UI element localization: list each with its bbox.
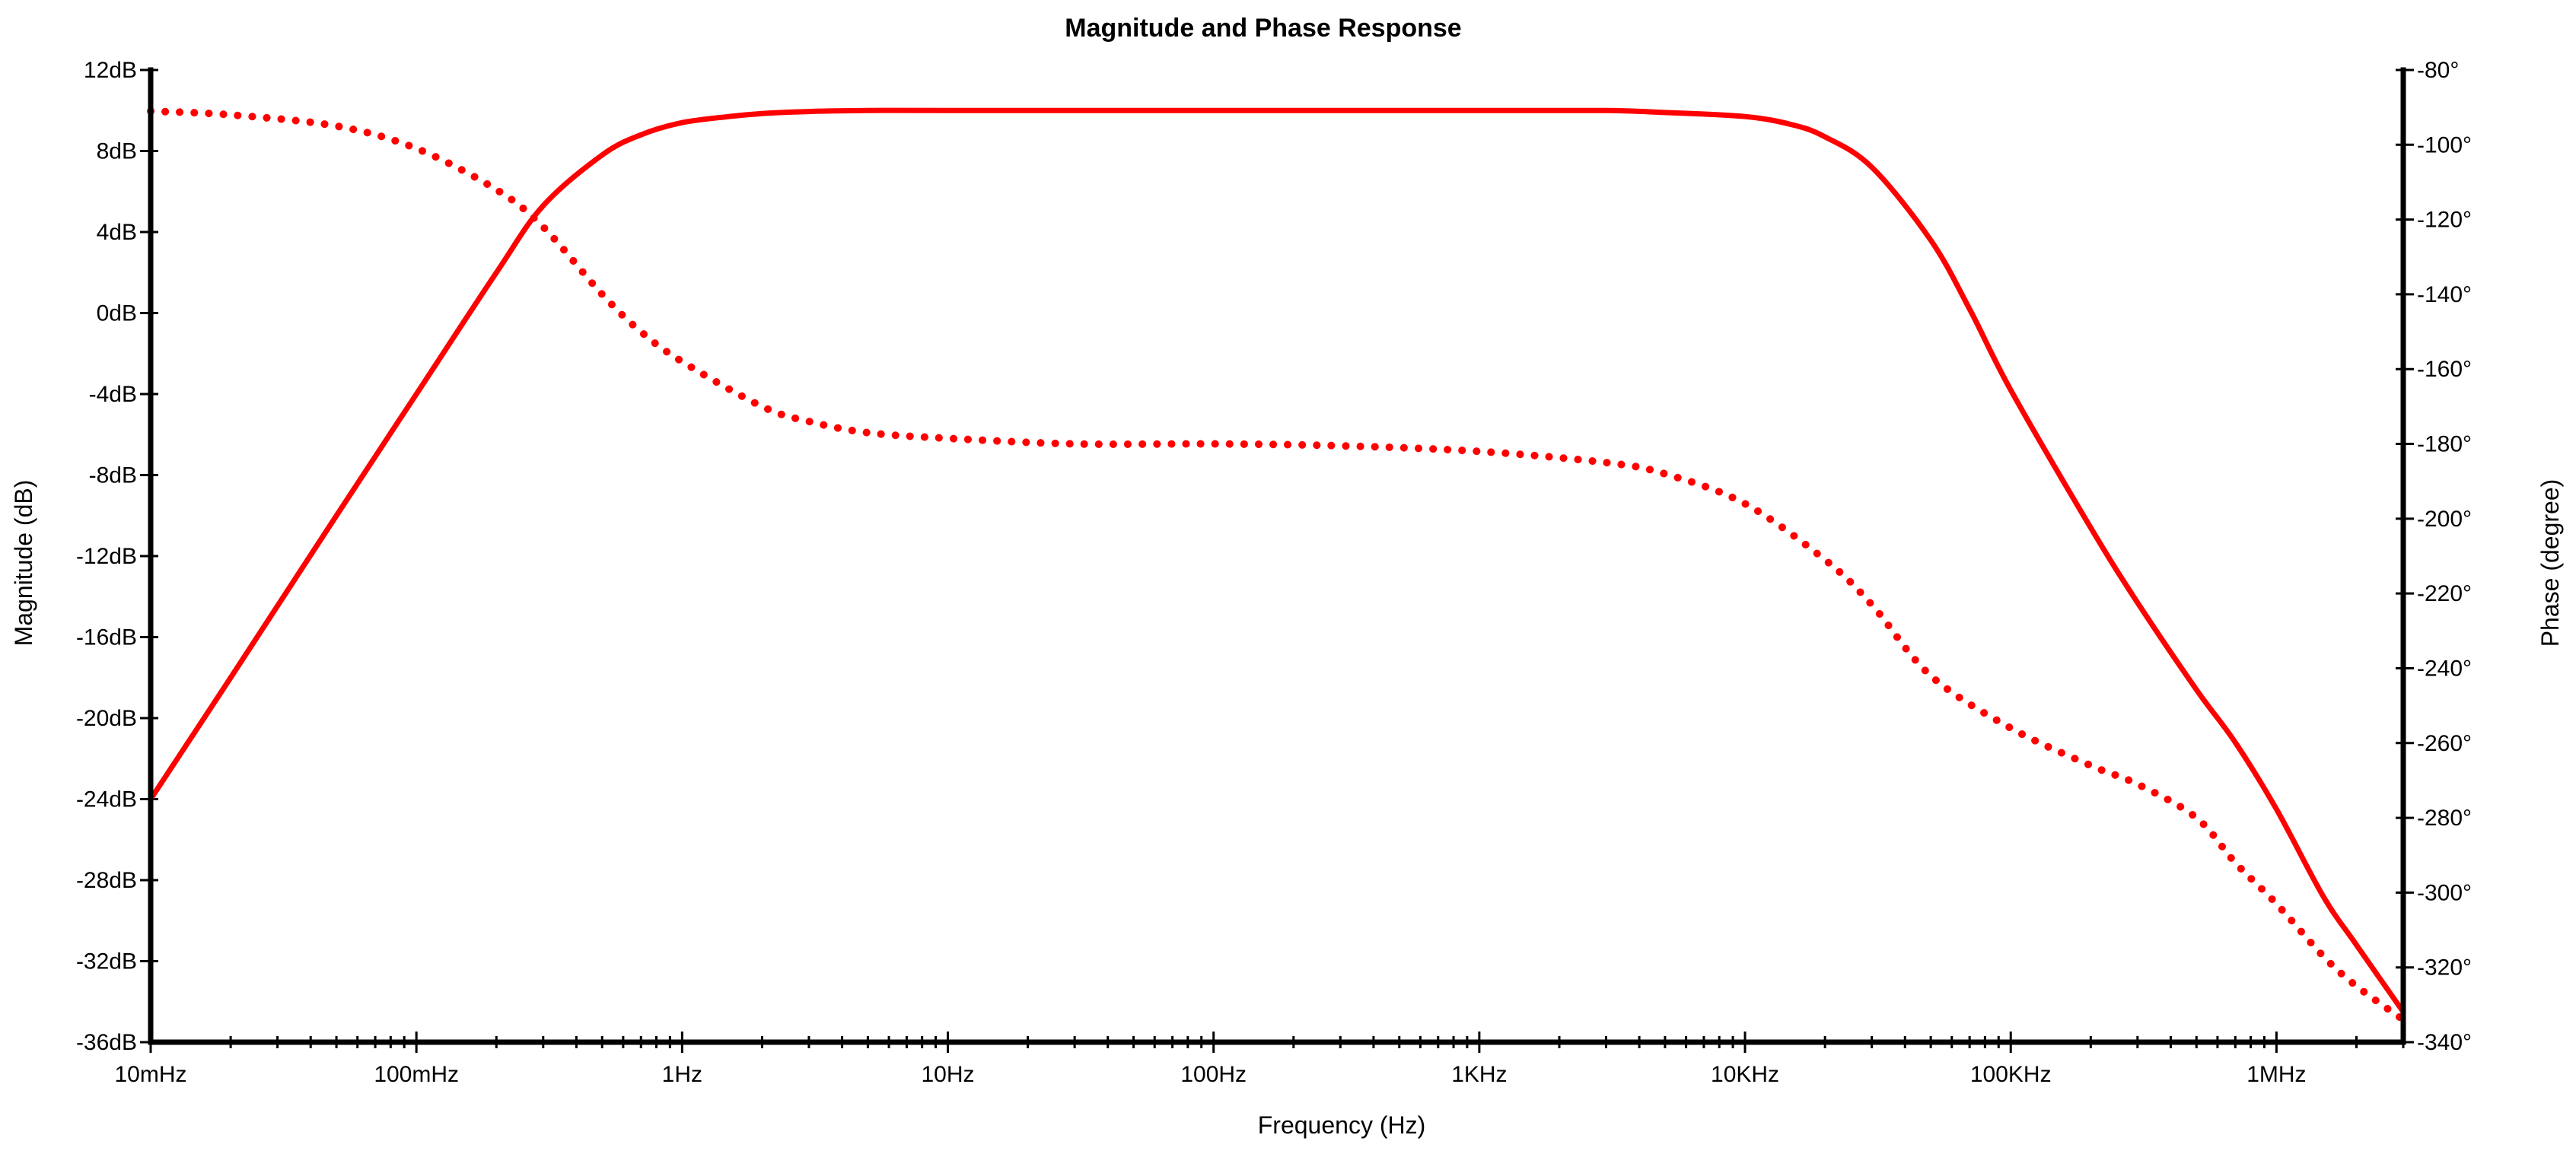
- x-tick-label: 1KHz: [1451, 1062, 1507, 1087]
- y-right-axis-title: Phase (degree): [2536, 479, 2564, 647]
- phase-series-line: [147, 107, 2407, 1024]
- x-tick-label: 1MHz: [2246, 1062, 2306, 1087]
- y-left-tick-label: -16dB: [76, 625, 137, 650]
- y-right-tick-label: -320°: [2417, 955, 2472, 981]
- y-right-tick-label: -100°: [2417, 132, 2472, 157]
- y-left-tick-label: 4dB: [97, 220, 137, 245]
- x-tick-label: 10Hz: [922, 1062, 975, 1087]
- y-right-tick-label: -180°: [2417, 432, 2472, 457]
- x-tick-label: 1Hz: [662, 1062, 702, 1087]
- y-left-tick-label: -24dB: [76, 787, 137, 812]
- y-left-tick-label: -28dB: [76, 868, 137, 893]
- y-right-tick-label: -220°: [2417, 581, 2472, 606]
- y-right-tick-label: -340°: [2417, 1030, 2472, 1055]
- x-axis-title: Frequency (Hz): [1258, 1111, 1426, 1139]
- x-tick-label: 100KHz: [1970, 1062, 2052, 1087]
- x-tick-label: 100mHz: [374, 1062, 459, 1087]
- axis-ticks: [140, 68, 2414, 1053]
- y-right-tick-label: -260°: [2417, 731, 2472, 756]
- y-left-tick-label: -32dB: [76, 949, 137, 974]
- y-left-tick-label: -12dB: [76, 544, 137, 569]
- y-left-tick-label: -8dB: [89, 463, 137, 488]
- y-right-tick-label: -240°: [2417, 656, 2472, 681]
- y-left-tick-label: 8dB: [97, 139, 137, 164]
- x-tick-label: 10KHz: [1711, 1062, 1779, 1087]
- y-right-tick-label: -300°: [2417, 880, 2472, 905]
- x-tick-label: 10mHz: [114, 1062, 186, 1087]
- y-right-tick-label: -140°: [2417, 282, 2472, 307]
- y-left-tick-label: 0dB: [97, 301, 137, 326]
- y-left-tick-label: -36dB: [76, 1030, 137, 1055]
- y-left-tick-labels: 12dB 8dB 4dB 0dB -4dB -8dB -12dB -16dB -20dB -24d…: [76, 58, 137, 1055]
- y-left-axis-title: Magnitude (dB): [10, 480, 37, 647]
- y-right-tick-label: -160°: [2417, 357, 2472, 382]
- chart-title: Magnitude and Phase Response: [1065, 14, 1461, 43]
- y-right-tick-label: -280°: [2417, 806, 2472, 831]
- y-left-tick-label: -20dB: [76, 706, 137, 731]
- y-right-tick-label: -80°: [2417, 58, 2459, 83]
- magnitude-series-line: [148, 107, 2406, 1015]
- y-right-tick-label: -120°: [2417, 208, 2472, 233]
- x-tick-labels: 10mHz 100mHz 1Hz 10Hz 100Hz 1KHz 10KHz 100KHz 1M…: [114, 1062, 2306, 1087]
- plot-frame: [148, 67, 2406, 1045]
- series-layer: [147, 107, 2407, 1024]
- x-tick-label: 100Hz: [1180, 1062, 1247, 1087]
- y-left-tick-label: -4dB: [89, 382, 137, 407]
- y-right-tick-label: -200°: [2417, 507, 2472, 532]
- y-right-tick-labels: -80° -100° -120° -140° -160° -180° -200° -220° -…: [2417, 58, 2472, 1055]
- y-left-tick-label: 12dB: [84, 58, 137, 83]
